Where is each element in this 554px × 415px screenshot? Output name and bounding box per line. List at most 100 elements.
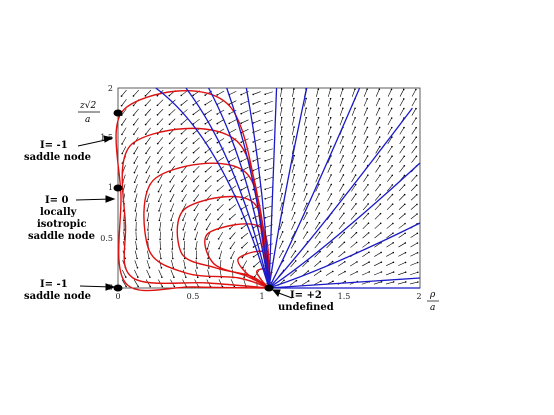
field-arrow xyxy=(362,232,369,239)
field-arrow xyxy=(386,194,393,201)
field-arrow-head xyxy=(354,88,356,91)
field-arrow-head xyxy=(228,179,231,182)
field-arrow-head xyxy=(402,98,405,100)
field-arrow-head xyxy=(144,104,147,107)
field-arrow-head xyxy=(146,210,148,212)
field-arrow xyxy=(339,136,344,145)
field-arrow xyxy=(217,90,225,96)
field-arrow-head xyxy=(332,280,334,283)
field-arrow xyxy=(291,136,295,145)
field-arrow-head xyxy=(183,248,185,250)
field-arrow-head xyxy=(343,222,345,224)
field-arrow xyxy=(398,242,406,248)
field-arrow-head xyxy=(305,183,308,186)
field-arrow-head xyxy=(169,171,171,174)
field-arrow xyxy=(207,250,210,259)
field-arrow xyxy=(291,165,295,173)
field-arrow xyxy=(121,108,127,116)
field-arrow-head xyxy=(367,193,369,196)
x-axis-label-denominator: a xyxy=(430,303,435,313)
field-arrow-head xyxy=(379,193,382,196)
field-arrow xyxy=(351,117,356,126)
field-arrow xyxy=(315,174,320,183)
field-arrow xyxy=(279,203,283,211)
field-arrow xyxy=(363,89,368,97)
field-arrow-head xyxy=(306,221,309,224)
field-arrow xyxy=(375,108,380,116)
field-arrow-head xyxy=(156,114,159,116)
field-arrow xyxy=(133,108,139,116)
field-arrow-head xyxy=(392,251,395,254)
field-arrow xyxy=(145,99,152,106)
field-arrow xyxy=(205,175,212,182)
critical-point-markers xyxy=(113,109,274,292)
field-arrow xyxy=(229,157,237,162)
field-arrow-head xyxy=(391,184,394,186)
field-arrow xyxy=(351,146,356,154)
field-arrow-head xyxy=(252,188,255,191)
field-arrow-head xyxy=(264,93,267,96)
field-arrow-head xyxy=(330,164,332,167)
field-arrow xyxy=(207,241,211,249)
field-arrow xyxy=(374,232,382,239)
field-arrow xyxy=(134,260,138,268)
field-arrow-head xyxy=(216,199,219,201)
field-arrow-head xyxy=(192,161,195,164)
field-arrow xyxy=(374,261,382,267)
field-arrow-head xyxy=(330,135,332,138)
field-arrow-head xyxy=(281,173,283,176)
field-arrow-head xyxy=(134,190,136,193)
field-arrow xyxy=(337,261,345,267)
field-arrow-head xyxy=(366,126,369,129)
field-arrow-head xyxy=(204,161,207,163)
field-arrow xyxy=(315,203,320,211)
field-arrow xyxy=(374,194,381,201)
blue-trajectory xyxy=(268,87,308,289)
field-arrow xyxy=(315,212,320,221)
field-arrow-head xyxy=(228,189,231,192)
field-arrow xyxy=(327,184,332,192)
field-arrow xyxy=(339,193,344,202)
field-arrow xyxy=(146,165,151,173)
field-arrow xyxy=(411,98,417,107)
field-arrow-head xyxy=(318,221,321,224)
field-arrow xyxy=(339,98,344,107)
field-arrow xyxy=(145,108,152,116)
field-arrow-head xyxy=(390,107,393,110)
field-arrow xyxy=(279,193,283,202)
field-arrow xyxy=(193,175,200,182)
field-arrow-head xyxy=(229,247,232,250)
field-arrow-head xyxy=(367,232,370,234)
field-arrow xyxy=(327,174,332,183)
field-arrow-head xyxy=(134,219,137,222)
field-arrow-head xyxy=(182,238,185,241)
field-arrow-head xyxy=(354,126,356,129)
field-arrow-head xyxy=(184,267,187,269)
field-arrow xyxy=(193,118,200,125)
field-arrow xyxy=(291,174,295,183)
field-arrow xyxy=(217,119,225,124)
field-arrow-head xyxy=(146,219,149,222)
field-arrow xyxy=(183,231,186,240)
field-arrow-head xyxy=(230,257,232,259)
field-arrow-head xyxy=(185,276,187,279)
field-arrow-head xyxy=(181,200,184,202)
field-arrow xyxy=(171,231,174,240)
field-arrow xyxy=(313,280,321,286)
field-arrow-head xyxy=(307,250,309,253)
field-arrow-head xyxy=(404,261,407,264)
x-axis-label-numerator: ρ xyxy=(429,290,436,300)
field-arrow-head xyxy=(160,267,163,269)
field-arrow-head xyxy=(368,271,371,273)
field-arrow-head xyxy=(161,285,164,288)
field-arrow xyxy=(219,250,223,259)
field-arrow-head xyxy=(329,126,332,129)
field-arrow xyxy=(398,223,406,229)
field-arrow-head xyxy=(196,267,198,269)
field-arrow xyxy=(157,156,163,163)
field-arrow-head xyxy=(240,150,243,153)
field-arrow-head xyxy=(415,136,418,139)
field-arrow xyxy=(337,271,346,276)
field-arrow xyxy=(265,91,273,95)
field-arrow-head xyxy=(240,103,242,105)
